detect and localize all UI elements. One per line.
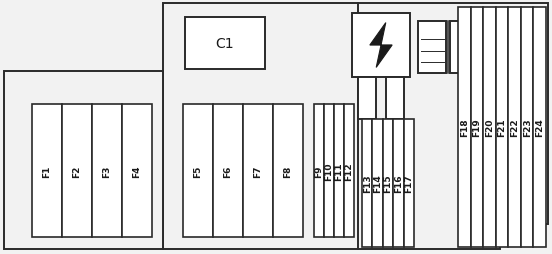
Text: F21: F21 — [497, 118, 507, 137]
Text: F15: F15 — [384, 174, 392, 193]
Text: F8: F8 — [284, 165, 293, 177]
Text: F12: F12 — [344, 162, 353, 180]
Bar — [358, 78, 376, 120]
Text: F20: F20 — [485, 118, 494, 137]
Text: F9: F9 — [315, 165, 323, 177]
Text: F1: F1 — [43, 165, 51, 177]
Bar — [373, 120, 383, 247]
Text: F24: F24 — [535, 118, 544, 137]
Text: F11: F11 — [335, 162, 343, 180]
Text: F18: F18 — [460, 118, 469, 137]
Bar — [533, 8, 546, 247]
Bar — [450, 22, 478, 74]
Bar — [243, 105, 273, 237]
Bar — [32, 105, 62, 237]
Text: i: i — [459, 43, 463, 56]
Text: F14: F14 — [373, 174, 382, 193]
Bar — [362, 120, 373, 247]
Bar — [213, 105, 243, 237]
Text: F16: F16 — [394, 174, 403, 193]
Bar — [483, 8, 496, 247]
Bar — [183, 105, 213, 237]
Text: F17: F17 — [404, 174, 413, 193]
Text: F19: F19 — [473, 118, 481, 137]
Bar — [404, 120, 414, 247]
Text: C1: C1 — [216, 37, 234, 51]
Bar — [324, 105, 334, 237]
Text: F22: F22 — [510, 118, 519, 137]
Bar — [393, 120, 404, 247]
Bar — [4, 72, 163, 249]
Bar — [344, 105, 354, 237]
Text: F6: F6 — [224, 165, 232, 177]
Bar — [273, 105, 303, 237]
Text: F10: F10 — [325, 162, 333, 180]
Polygon shape — [370, 24, 392, 68]
Text: F2: F2 — [72, 165, 82, 177]
Bar — [122, 105, 152, 237]
Bar — [386, 78, 404, 120]
Bar — [496, 8, 508, 247]
Text: F13: F13 — [363, 174, 371, 193]
Bar — [521, 8, 533, 247]
Bar — [314, 105, 324, 237]
Bar — [352, 14, 410, 78]
Text: F3: F3 — [103, 165, 112, 177]
Bar — [470, 8, 483, 247]
Bar — [92, 105, 122, 237]
Text: F7: F7 — [253, 165, 263, 177]
Bar — [418, 22, 446, 74]
Bar — [458, 8, 470, 247]
Bar — [185, 18, 265, 70]
Bar — [383, 120, 393, 247]
Bar — [334, 105, 344, 237]
Bar — [62, 105, 92, 237]
Polygon shape — [163, 4, 548, 249]
Text: F5: F5 — [194, 165, 203, 177]
Text: F4: F4 — [132, 165, 141, 177]
Text: F23: F23 — [523, 118, 532, 137]
Bar — [508, 8, 521, 247]
